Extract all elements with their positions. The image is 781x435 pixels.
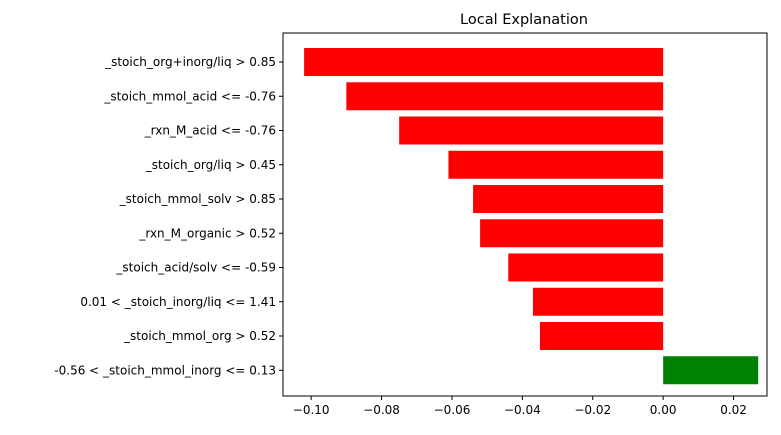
bar: [532, 287, 664, 316]
y-tick-label: _stoich_mmol_acid <= -0.76: [103, 89, 276, 103]
x-axis: −0.10 −0.08 −0.06 −0.04 −0.02 0.00 0.02: [293, 396, 747, 417]
bar: [508, 253, 664, 282]
y-tick-label: _rxn_M_organic > 0.52: [138, 226, 276, 240]
bar: [304, 48, 664, 76]
y-tick-labels: _stoich_org+inorg/liq > 0.85 _stoich_mmol…: [54, 55, 283, 377]
x-tick-label: 0.00: [650, 403, 677, 417]
bar: [346, 82, 664, 111]
x-tick-label: −0.02: [574, 403, 611, 417]
plot-frame: [282, 32, 768, 397]
x-tick-label: −0.10: [293, 403, 330, 417]
bar: [480, 219, 664, 248]
y-tick-label: 0.01 < _stoich_inorg/liq <= 1.41: [80, 295, 276, 309]
x-tick-label: −0.04: [504, 403, 541, 417]
y-tick-label: _stoich_acid/solv <= -0.59: [115, 261, 276, 275]
y-tick-label: _stoich_mmol_org > 0.52: [123, 329, 276, 343]
x-tick-label: 0.02: [720, 403, 747, 417]
y-tick-label: -0.56 < _stoich_mmol_inorg <= 0.13: [54, 363, 276, 377]
y-tick-label: _stoich_mmol_solv > 0.85: [119, 192, 276, 206]
chart-title: Local Explanation: [460, 12, 588, 28]
bar: [399, 116, 664, 145]
bars-group: [304, 48, 759, 385]
x-tick-label: −0.08: [363, 403, 400, 417]
y-tick-label: _stoich_org+inorg/liq > 0.85: [104, 55, 276, 69]
bar: [473, 185, 664, 213]
x-tick-label: −0.06: [434, 403, 471, 417]
bar: [539, 322, 664, 350]
y-tick-label: _stoich_org/liq > 0.45: [145, 158, 276, 172]
bar: [448, 150, 664, 179]
bar: [663, 356, 759, 385]
y-tick-label: _rxn_M_acid <= -0.76: [144, 124, 276, 138]
